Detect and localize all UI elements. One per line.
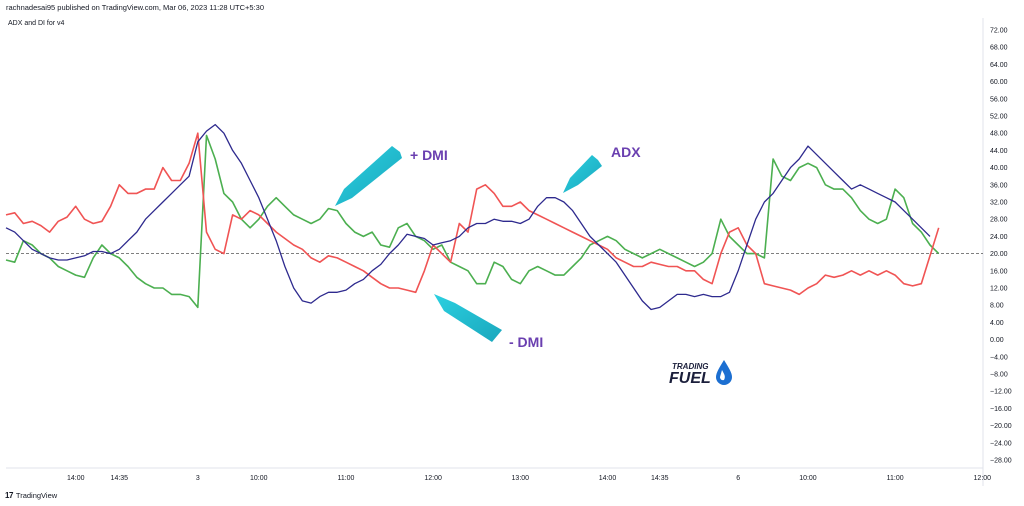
tradingview-logo-icon: 17 <box>5 491 13 500</box>
y-tick-label: 0.00 <box>990 337 1004 344</box>
x-tick-label: 14:35 <box>651 475 669 482</box>
plus-dmi-arrow <box>335 146 402 206</box>
x-tick-label: 14:00 <box>67 475 85 482</box>
adx-arrow <box>563 155 602 193</box>
x-tick-label: 13:00 <box>512 475 530 482</box>
y-tick-label: −8.00 <box>990 372 1008 379</box>
series-line-minus-dmi <box>5 132 940 296</box>
y-tick-label: 56.00 <box>990 96 1008 103</box>
x-tick-label: 11:00 <box>337 475 354 482</box>
y-tick-label: 24.00 <box>990 234 1008 241</box>
y-axis[interactable]: 72.00 68.00 64.00 60.00 56.00 52.00 48.00 44.00… <box>990 28 1012 465</box>
y-tick-label: −12.00 <box>990 389 1012 396</box>
y-tick-label: 60.00 <box>990 79 1008 86</box>
y-tick-label: 4.00 <box>990 320 1004 327</box>
series-group <box>5 123 940 311</box>
y-tick-label: 68.00 <box>990 45 1008 52</box>
x-tick-label: 10:00 <box>799 475 817 482</box>
x-tick-label: 14:00 <box>599 475 617 482</box>
y-tick-label: 52.00 <box>990 114 1008 121</box>
x-tick-label: 6 <box>736 475 740 482</box>
trading-fuel-watermark: TRADING FUEL <box>669 360 732 387</box>
y-tick-label: 44.00 <box>990 148 1008 155</box>
x-tick-label: 14:35 <box>111 475 129 482</box>
adx-annotation: ADX <box>611 144 641 160</box>
y-tick-label: 28.00 <box>990 217 1008 224</box>
publish-header: rachnadesai95 published on TradingView.c… <box>6 3 265 12</box>
series-line-adx <box>5 123 931 311</box>
y-tick-label: −20.00 <box>990 423 1012 430</box>
y-tick-label: −28.00 <box>990 458 1012 465</box>
y-tick-label: 64.00 <box>990 62 1008 69</box>
y-tick-label: 72.00 <box>990 28 1008 35</box>
x-tick-label: 10:00 <box>250 475 268 482</box>
footer-brand[interactable]: 17 TradingView <box>5 491 57 500</box>
watermark-bottom: FUEL <box>669 370 711 387</box>
x-tick-label: 3 <box>196 475 200 482</box>
y-tick-label: −24.00 <box>990 440 1012 447</box>
watermark-top: TRADING <box>672 362 708 371</box>
indicator-label: ADX and DI for v4 <box>8 20 65 27</box>
y-tick-label: −4.00 <box>990 354 1008 361</box>
drop-icon <box>716 360 732 385</box>
y-tick-label: 32.00 <box>990 200 1008 207</box>
minus-dmi-annotation: - DMI <box>509 334 543 350</box>
drop-highlight-icon <box>719 370 725 381</box>
plus-dmi-annotation: + DMI <box>410 147 448 163</box>
y-tick-label: 20.00 <box>990 251 1008 258</box>
minus-dmi-arrow <box>434 294 502 342</box>
x-tick-label: 12:00 <box>424 475 442 482</box>
y-tick-label: 12.00 <box>990 286 1008 293</box>
series-line-plus-dmi <box>5 134 940 309</box>
y-tick-label: −16.00 <box>990 406 1012 413</box>
x-axis[interactable]: 14:00 14:35 3 10:00 11:00 12:00 13:00 14:00 14:3… <box>67 475 991 482</box>
y-tick-label: 48.00 <box>990 131 1008 138</box>
y-tick-label: 8.00 <box>990 303 1004 310</box>
y-tick-label: 40.00 <box>990 165 1008 172</box>
y-tick-label: 16.00 <box>990 268 1008 275</box>
x-tick-label: 11:00 <box>887 475 904 482</box>
tradingview-brand: TradingView <box>15 491 58 500</box>
y-tick-label: 36.00 <box>990 182 1008 189</box>
x-tick-label: 12:00 <box>974 475 992 482</box>
